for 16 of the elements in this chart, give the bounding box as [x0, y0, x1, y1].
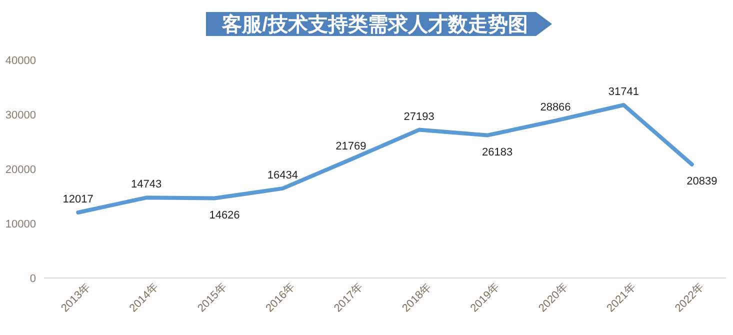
y-tick-label: 30000 — [5, 110, 36, 122]
data-label: 14626 — [209, 209, 240, 222]
data-label: 14743 — [131, 178, 162, 191]
data-label: 28866 — [540, 102, 571, 114]
data-label: 31741 — [608, 86, 639, 98]
title: 客服/技术支持类需求人才数走势图 — [206, 12, 552, 36]
y-tick-label: 10000 — [5, 218, 36, 230]
data-label: 21769 — [336, 140, 366, 152]
data-label: 12017 — [62, 194, 94, 206]
y-tick-label: 20000 — [5, 164, 36, 176]
data-label: 20839 — [686, 175, 718, 188]
data-label: 26183 — [482, 146, 513, 158]
y-tick-label: 0 — [30, 273, 36, 285]
data-label: 27193 — [404, 110, 434, 123]
data-label: 16434 — [267, 169, 298, 182]
y-tick-label: 40000 — [5, 55, 36, 67]
